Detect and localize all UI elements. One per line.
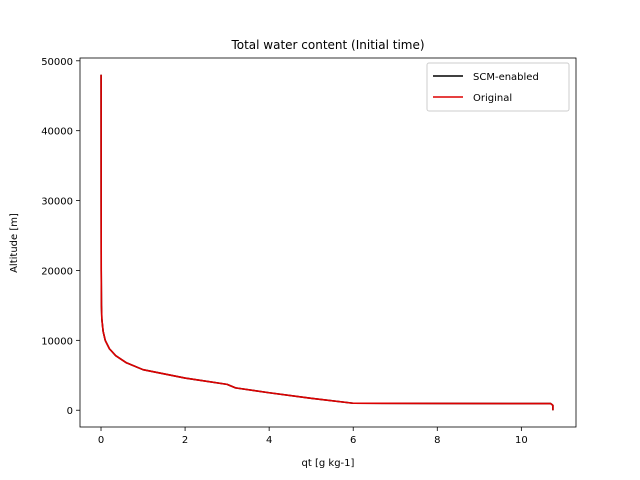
x-axis-label: qt [g kg-1] [302,458,355,469]
y-tick-label: 10000 [41,336,73,347]
y-axis: 0 10000 20000 30000 40000 50000 [41,57,80,417]
y-axis-label: Altitude [m] [9,213,20,273]
series-line-1 [100,74,554,411]
series-line-0 [100,74,554,411]
x-tick-label: 10 [515,435,528,446]
x-tick-label: 0 [98,435,104,446]
y-tick-label: 30000 [41,197,73,208]
x-tick-label: 4 [266,435,272,446]
legend-label-scm-enabled: SCM-enabled [473,72,539,83]
chart-title: Total water content (Initial time) [230,38,424,52]
y-tick-label: 0 [67,406,73,417]
y-tick-label: 40000 [41,127,73,138]
x-tick-label: 2 [182,435,188,446]
plot-frame [79,57,577,428]
legend-label-original: Original [473,93,512,104]
series-layer [100,74,554,411]
y-tick-label: 20000 [41,266,73,277]
legend: SCM-enabled Original [426,62,570,112]
x-tick-label: 6 [350,435,356,446]
legend-box [426,62,570,112]
y-tick-label: 50000 [41,57,73,68]
x-axis: 0 2 4 6 8 10 [98,427,528,446]
x-tick-label: 8 [434,435,440,446]
